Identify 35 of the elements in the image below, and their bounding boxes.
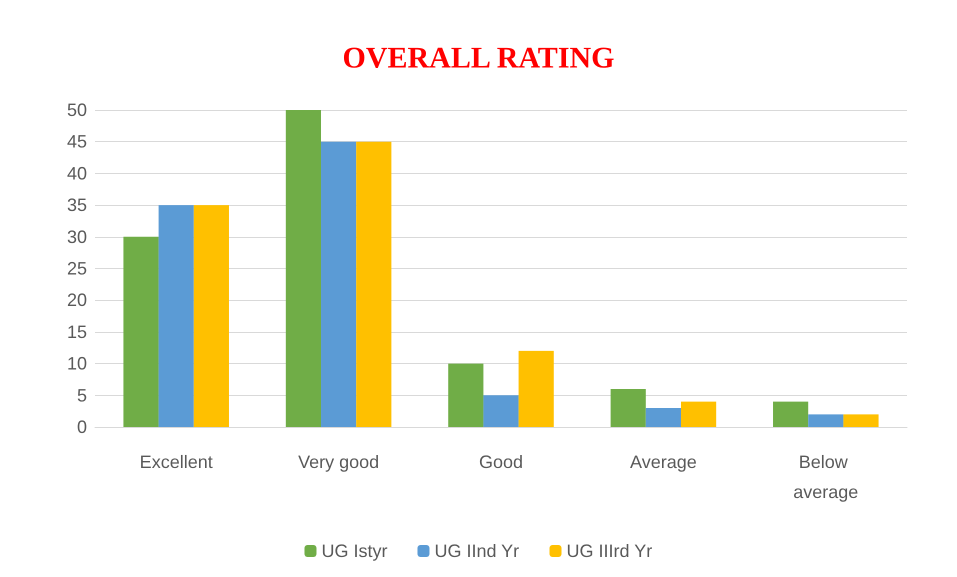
bar — [680, 402, 716, 427]
x-tick-label: Excellent — [140, 452, 213, 472]
y-tick-label: 25 — [66, 258, 87, 278]
y-tick-label: 50 — [66, 100, 87, 120]
bar — [610, 388, 646, 427]
bar — [448, 364, 484, 427]
bar — [843, 414, 879, 427]
bar — [321, 142, 356, 427]
y-tick-label: 5 — [76, 385, 87, 406]
bar — [518, 350, 554, 427]
legend-label: UG IIIrd Yr — [566, 541, 652, 561]
y-tick-label: 40 — [66, 163, 87, 184]
bar — [158, 205, 194, 427]
x-tick-label: Good — [478, 452, 524, 472]
bar — [808, 414, 844, 427]
legend-label: UG Istyr — [321, 541, 388, 561]
bar — [123, 236, 159, 427]
y-tick-label: 10 — [66, 354, 87, 374]
bar — [646, 408, 681, 427]
chart-title: OVERALL RATING — [342, 42, 614, 74]
y-tick-label: 15 — [66, 322, 87, 342]
bar — [194, 205, 229, 427]
y-tick-label: 35 — [66, 195, 87, 216]
y-tick-label: 0 — [76, 417, 87, 437]
legend-label: UG IInd Yr — [434, 541, 520, 561]
bar — [286, 110, 322, 427]
bar — [483, 395, 519, 427]
x-tick-label: Average — [630, 452, 697, 472]
bar — [773, 402, 808, 427]
y-tick-label: 20 — [66, 290, 87, 310]
y-tick-label: 30 — [66, 226, 87, 247]
x-tick-label: Very good — [298, 452, 380, 472]
x-tick-label: Below average — [793, 452, 858, 502]
y-tick-label: 45 — [66, 132, 87, 152]
bar — [356, 142, 392, 427]
